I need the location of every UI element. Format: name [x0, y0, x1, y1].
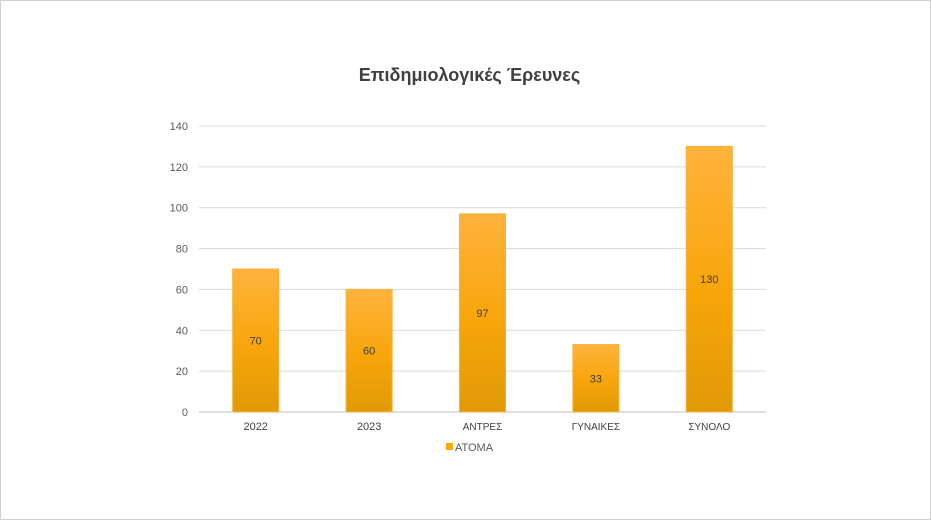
data-label: 130 — [700, 274, 718, 286]
x-tick-label: 2022 — [243, 421, 267, 433]
bar-2022 — [232, 268, 280, 413]
bar-ΑΝΤΡΕΣ — [459, 213, 506, 413]
data-label: 70 — [250, 336, 262, 348]
y-tick-label: 0 — [182, 407, 188, 419]
legend: ΑΤΟΜΑ — [1, 442, 931, 454]
y-axis-ticks: 0 20 40 60 80 100 120 140 — [170, 121, 188, 419]
x-tick-label: ΣΥΝΟΛΟ — [688, 422, 730, 433]
data-label: 97 — [476, 308, 488, 320]
chart-title: Επιδημιολογικές Έρευνες — [358, 65, 581, 85]
bar-ΓΥΝΑΙΚΕΣ — [572, 344, 620, 413]
y-tick-label: 120 — [170, 162, 188, 174]
bar-ΣΥΝΟΛΟ — [685, 145, 733, 413]
bar-2023 — [345, 288, 393, 413]
y-tick-label: 100 — [170, 203, 188, 215]
x-tick-label: ΑΝΤΡΕΣ — [463, 422, 503, 433]
y-tick-label: 80 — [176, 244, 188, 256]
y-tick-label: 140 — [170, 121, 188, 133]
bars — [232, 145, 733, 413]
y-tick-label: 60 — [176, 284, 188, 296]
legend-label: ΑΤΟΜΑ — [454, 442, 494, 454]
x-axis-ticks: 2022 2023 ΑΝΤΡΕΣ ΓΥΝΑΙΚΕΣ ΣΥΝΟΛΟ — [243, 421, 730, 433]
legend-swatch — [445, 443, 453, 450]
data-label: 33 — [590, 373, 602, 385]
y-tick-label: 40 — [176, 325, 188, 337]
y-tick-label: 20 — [176, 366, 188, 378]
x-tick-label: 2023 — [357, 421, 381, 433]
data-labels: 70 60 97 33 130 — [250, 274, 719, 385]
data-label: 60 — [363, 346, 375, 358]
x-tick-label: ΓΥΝΑΙΚΕΣ — [572, 422, 620, 433]
